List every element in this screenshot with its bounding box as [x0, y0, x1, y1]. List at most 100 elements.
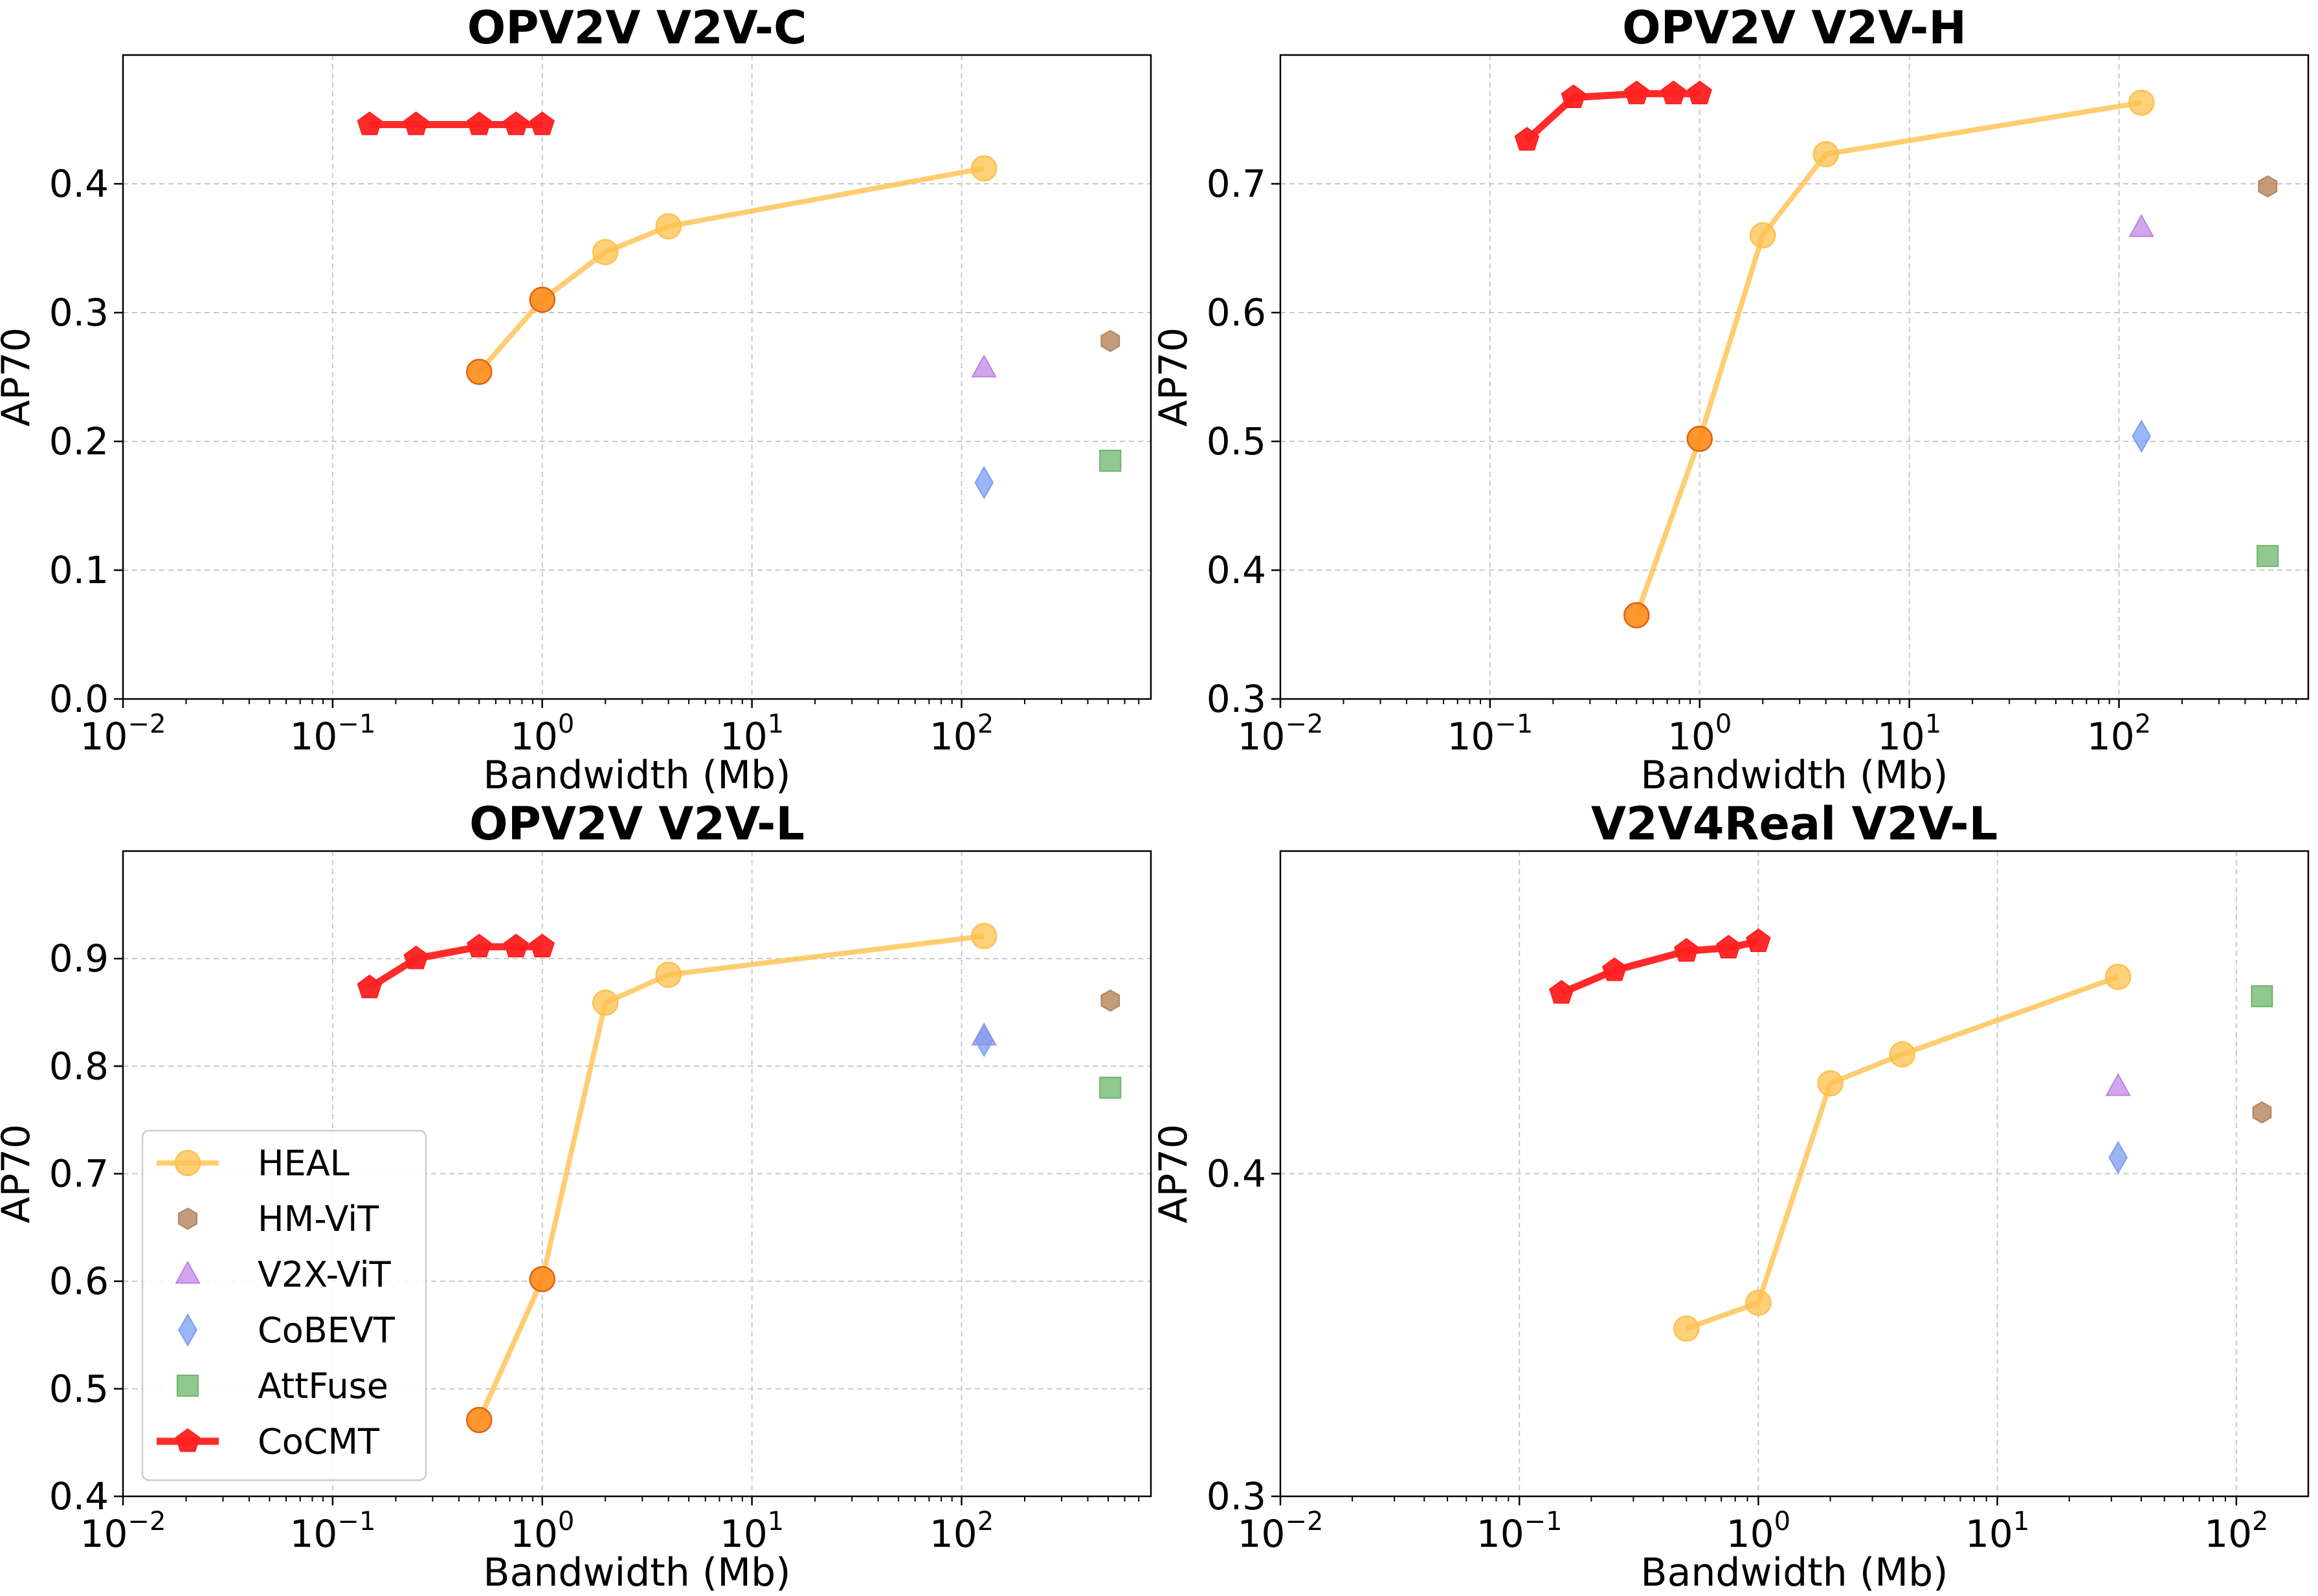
x-tick-label: 10−1 [1477, 1507, 1563, 1556]
data-point [2252, 1101, 2272, 1124]
y-tick-label: 0.4 [49, 1474, 109, 1518]
x-tick-label: 101 [720, 709, 784, 759]
subplot-2: 10−2 10−1 100 101 102 0.3 0.4 0.5 0.6 0.7 OPV2V V2… [1151, 1, 2310, 798]
data-point [1099, 1076, 1122, 1099]
data-point [1514, 127, 1540, 151]
data-point [592, 239, 619, 265]
data-point [655, 213, 682, 239]
x-axis-label: Bandwidth (Mb) [483, 1550, 790, 1595]
data-point [1817, 1070, 1844, 1097]
x-tick-label: 10−2 [1238, 709, 1324, 759]
x-tick-label: 100 [1726, 1507, 1790, 1556]
data-point [1099, 449, 1122, 472]
legend-item: HEAL [157, 1143, 350, 1184]
data-point [1745, 1289, 1772, 1316]
data-point [504, 111, 529, 135]
series-cobevt [2132, 419, 2152, 453]
y-axis-label: AP70 [0, 1124, 39, 1224]
data-point [1716, 935, 1741, 959]
legend-item: CoBEVT [178, 1310, 396, 1351]
data-point [2132, 419, 2152, 453]
y-tick-label: 0.6 [1207, 291, 1266, 335]
data-point [970, 923, 997, 949]
data-point [655, 961, 682, 988]
y-tick-label: 0.5 [49, 1367, 109, 1411]
series-cobevt [974, 465, 994, 500]
data-point [1686, 425, 1713, 452]
y-tick-label: 0.7 [1207, 162, 1266, 206]
data-point [2128, 214, 2154, 238]
series-attfuse [1099, 449, 1122, 472]
series-cobevt [2108, 1140, 2128, 1175]
data-point [1100, 989, 1120, 1012]
data-point [529, 933, 555, 958]
legend-label: AttFuse [258, 1366, 388, 1406]
data-point [1561, 84, 1586, 108]
chart-title: V2V4Real V2V-L [1591, 797, 1998, 850]
series-line [1634, 100, 2142, 616]
x-tick-label: 10−2 [80, 1507, 166, 1556]
series-cocmt [1514, 80, 1712, 151]
data-point [529, 286, 556, 313]
data-point [466, 359, 493, 385]
data-point [1673, 1315, 1700, 1342]
x-tick-label: 10−1 [289, 709, 375, 759]
legend-item: V2X-ViT [175, 1254, 392, 1295]
y-tick-label: 0.3 [49, 291, 109, 335]
y-tick-label: 0.4 [1207, 1152, 1266, 1196]
series-attfuse [2257, 545, 2279, 568]
data-point [2108, 1140, 2128, 1175]
x-axis-label: Bandwidth (Mb) [483, 753, 790, 798]
x-tick-label: 10−1 [1447, 709, 1533, 759]
data-point [1687, 80, 1712, 105]
data-point [970, 155, 997, 182]
legend-item: CoCMT [157, 1421, 380, 1462]
data-point [1100, 329, 1120, 352]
chart-title: OPV2V V2V-L [469, 797, 805, 850]
circle-icon [174, 1149, 201, 1177]
series-cocmt [357, 111, 555, 135]
data-point [529, 1266, 556, 1292]
data-point [529, 111, 555, 135]
chart-title: OPV2V V2V-H [1622, 1, 1967, 54]
x-tick-label: 10−1 [289, 1507, 375, 1556]
hexagon-icon [178, 1207, 197, 1230]
series-heal [1623, 89, 2155, 628]
x-tick-label: 102 [930, 1507, 994, 1556]
y-axis-label: AP70 [1151, 327, 1196, 427]
y-tick-label: 0.4 [49, 162, 109, 206]
x-axis-label: Bandwidth (Mb) [1640, 1550, 1948, 1595]
data-point [504, 933, 529, 958]
subplot-1: 10−2 10−1 100 101 102 0.0 0.1 0.2 0.3 0.4 OPV2V V2… [0, 1, 1152, 798]
y-tick-label: 0.4 [1207, 548, 1266, 592]
x-tick-label: 102 [930, 709, 994, 759]
x-tick-label: 102 [2087, 709, 2151, 759]
legend-label: HEAL [258, 1143, 350, 1184]
series-line [1685, 974, 2119, 1331]
legend-box [141, 1129, 427, 1481]
data-point [2251, 985, 2273, 1008]
series-cocmt [357, 933, 555, 999]
y-tick-label: 0.3 [1207, 1474, 1266, 1518]
data-point [1601, 957, 1627, 981]
data-point [2128, 89, 2155, 116]
diamond-icon [178, 1313, 197, 1347]
series-heal [1673, 964, 2132, 1342]
y-tick-label: 0.0 [49, 677, 109, 721]
axes-frame [122, 54, 1152, 700]
data-point [1549, 980, 1574, 1004]
data-point [592, 990, 619, 1016]
data-point [1661, 80, 1686, 105]
y-tick-label: 0.8 [49, 1044, 109, 1088]
legend-item: AttFuse [177, 1366, 388, 1406]
chart-title: OPV2V V2V-C [467, 1, 807, 54]
data-point [2104, 964, 2132, 990]
data-point [1812, 140, 1839, 168]
y-tick-label: 0.2 [49, 419, 109, 463]
x-tick-label: 100 [510, 1507, 574, 1556]
data-point [1624, 80, 1649, 105]
series-hm-vit [2252, 1101, 2272, 1124]
subplot-3: 10−2 10−1 100 101 102 0.4 0.5 0.6 0.7 0.8 0.9 OPV2V… [0, 797, 1152, 1595]
series-v2x-vit [2128, 214, 2154, 238]
